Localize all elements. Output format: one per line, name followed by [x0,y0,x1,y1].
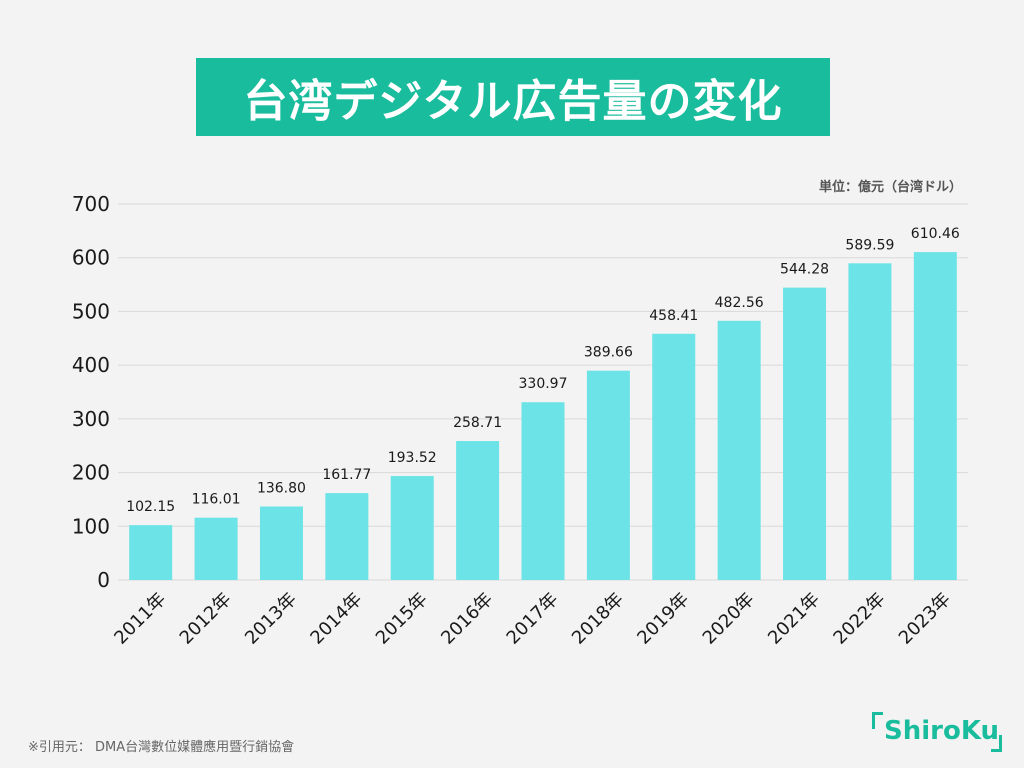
data-label: 116.01 [192,492,241,508]
bar [129,525,173,580]
y-tick-label: 500 [72,299,110,323]
y-tick-label: 100 [72,514,110,538]
data-label: 102.15 [126,499,175,515]
source-note: ※引用元： DMA台灣數位媒體應用暨行銷協會 [28,740,295,755]
y-tick-label: 200 [72,461,110,485]
bar [325,493,369,580]
x-tick-label: 2021年 [764,589,824,649]
x-tick-label: 2020年 [699,589,759,649]
data-label: 330.97 [519,376,568,392]
bar [652,333,696,580]
data-label: 161.77 [322,467,371,483]
x-tick-label: 2022年 [829,589,889,649]
x-tick-label: 2017年 [503,589,563,649]
shiroku-logo: ShiroKu [872,712,1002,752]
chart-title: 台湾デジタル広告量の変化 [243,76,783,127]
data-label: 544.28 [780,262,829,278]
x-tick-label: 2016年 [437,589,497,649]
y-tick-label: 600 [72,246,110,270]
data-label: 136.80 [257,481,306,497]
data-label: 458.41 [649,308,698,324]
y-tick-label: 700 [72,192,110,216]
data-label: 389.66 [584,345,633,361]
bar [913,252,957,580]
x-tick-label: 2011年 [110,589,170,649]
data-label: 193.52 [388,450,437,466]
bar [586,370,630,580]
x-tick-label: 2023年 [895,589,955,649]
logo-bracket-left [872,712,883,729]
bar [848,263,892,580]
x-tick-label: 2019年 [633,589,693,649]
data-label: 610.46 [911,226,960,242]
logo-bracket-right [991,735,1002,752]
data-label: 482.56 [715,295,764,311]
title-banner: 台湾デジタル広告量の変化 [196,58,830,136]
logo-text: ShiroKu [884,716,1000,746]
x-tick-label: 2018年 [568,589,628,649]
bar-chart: 0 100 200 300 400 500 600 700 102.15 2011年 116.01 2… [72,192,968,649]
bar [456,441,500,580]
bar [717,320,761,580]
data-label: 258.71 [453,415,502,431]
x-tick-label: 2015年 [372,589,432,649]
bar [521,402,565,580]
bar [194,517,238,580]
y-tick-label: 0 [97,568,110,592]
unit-label: 単位：億元（台湾ドル） [818,180,962,195]
data-label: 589.59 [845,237,894,253]
x-tick-label: 2013年 [241,589,301,649]
x-tick-label: 2014年 [306,589,366,649]
bar [259,506,303,580]
x-tick-label: 2012年 [176,589,236,649]
bar [783,287,827,580]
bar [390,476,434,580]
y-tick-label: 400 [72,353,110,377]
y-tick-label: 300 [72,407,110,431]
